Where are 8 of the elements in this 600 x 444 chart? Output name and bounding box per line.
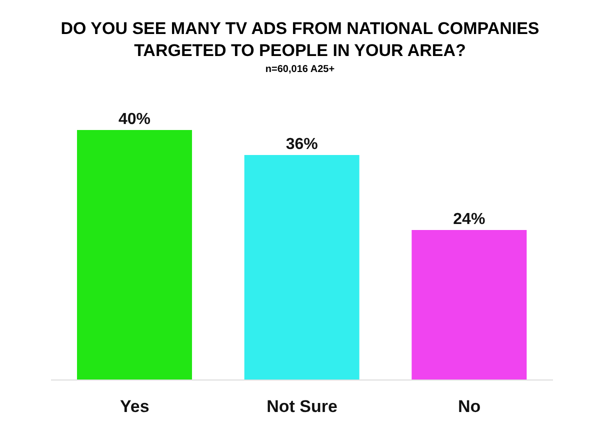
data-label: 36% xyxy=(286,136,318,153)
chart-subtitle: n=60,016 A25+ xyxy=(264,64,336,75)
x-tick-label: Yes xyxy=(120,397,150,416)
x-tick-label: Not Sure xyxy=(266,397,338,416)
data-label: 40% xyxy=(118,111,151,128)
chart-title: DO YOU SEE MANY TV ADS FROM NATIONAL COMPANIES TARGETED TO PEOPLE IN YOUR AREA? xyxy=(60,18,540,62)
data-label: 24% xyxy=(453,211,486,228)
x-tick-label: No xyxy=(458,397,481,416)
